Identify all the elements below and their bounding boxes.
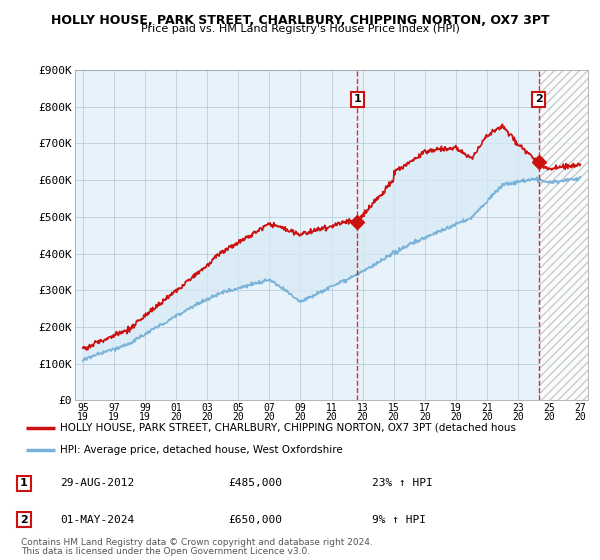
Text: HPI: Average price, detached house, West Oxfordshire: HPI: Average price, detached house, West… <box>60 445 343 455</box>
Text: Contains HM Land Registry data © Crown copyright and database right 2024.: Contains HM Land Registry data © Crown c… <box>21 538 373 547</box>
Text: HOLLY HOUSE, PARK STREET, CHARLBURY, CHIPPING NORTON, OX7 3PT (detached hous: HOLLY HOUSE, PARK STREET, CHARLBURY, CHI… <box>60 423 516 433</box>
Text: 23% ↑ HPI: 23% ↑ HPI <box>372 478 433 488</box>
Text: 2: 2 <box>20 515 28 525</box>
Text: 1: 1 <box>353 95 361 104</box>
Text: £485,000: £485,000 <box>228 478 282 488</box>
Text: 2: 2 <box>535 95 542 104</box>
Text: 1: 1 <box>20 478 28 488</box>
Text: 9% ↑ HPI: 9% ↑ HPI <box>372 515 426 525</box>
Text: 29-AUG-2012: 29-AUG-2012 <box>60 478 134 488</box>
Text: £650,000: £650,000 <box>228 515 282 525</box>
Text: HOLLY HOUSE, PARK STREET, CHARLBURY, CHIPPING NORTON, OX7 3PT: HOLLY HOUSE, PARK STREET, CHARLBURY, CHI… <box>50 14 550 27</box>
Text: Price paid vs. HM Land Registry's House Price Index (HPI): Price paid vs. HM Land Registry's House … <box>140 24 460 34</box>
Text: 01-MAY-2024: 01-MAY-2024 <box>60 515 134 525</box>
Text: This data is licensed under the Open Government Licence v3.0.: This data is licensed under the Open Gov… <box>21 547 310 556</box>
Bar <box>539 70 588 400</box>
